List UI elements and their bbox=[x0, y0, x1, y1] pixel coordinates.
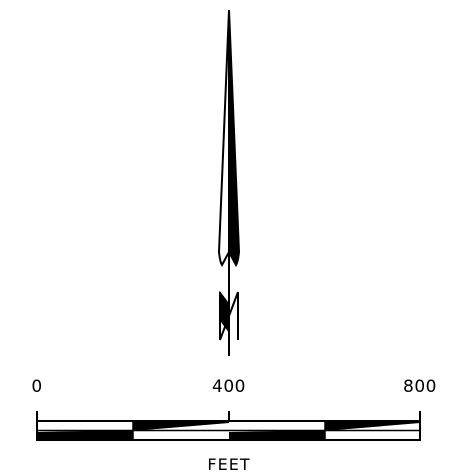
scale-segment-1-lower bbox=[37, 430, 133, 440]
scale-unit-label: FEET bbox=[207, 455, 250, 474]
north-arrow-needle-right bbox=[228, 9, 241, 267]
scale-tick-label-0: 0 bbox=[31, 377, 42, 397]
scale-segment-3-lower bbox=[229, 430, 325, 440]
north-arrow bbox=[217, 9, 241, 356]
scale-tick-label-800: 800 bbox=[403, 377, 437, 397]
scale-segment-2-upper bbox=[133, 421, 229, 431]
north-arrow-needle-left bbox=[217, 9, 230, 267]
scale-bar: 0 400 800 FEET bbox=[31, 377, 437, 474]
scale-tick-label-400: 400 bbox=[212, 377, 246, 397]
scale-segment-4-upper bbox=[325, 421, 420, 431]
north-letter-n-icon bbox=[219, 290, 239, 341]
